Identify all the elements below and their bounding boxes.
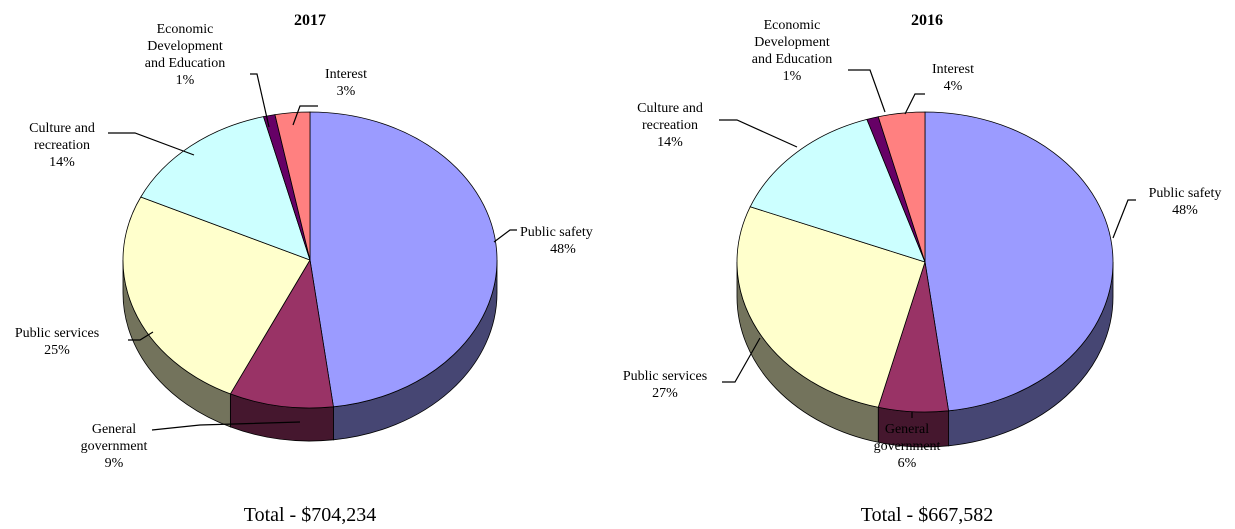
- category-label-general-government: General: [92, 422, 136, 437]
- leader-line-culture-and-recreation: [108, 132, 195, 156]
- category-label-public-safety: Public safety: [520, 225, 593, 240]
- slice-public-safety: [309, 111, 498, 408]
- slice-public-services: [736, 206, 926, 408]
- category-label-culture-and-recreation: recreation: [642, 118, 698, 133]
- data-label-culture-and-recreation: 14%: [657, 135, 683, 150]
- pie-callouts: Public safety 48% General government 6% Publi…: [623, 18, 1222, 471]
- slice-general-government: [229, 258, 334, 409]
- category-label-economic-development-and-education: and Education: [145, 56, 225, 71]
- data-label-interest: 4%: [944, 79, 963, 94]
- data-label-public-safety: 48%: [550, 242, 576, 257]
- leader-line-public-safety: [1112, 199, 1136, 239]
- leader-line-economic-development-and-education: [250, 73, 270, 128]
- pie-callouts: Public safety 48% General government 9% Publi…: [15, 22, 593, 471]
- leader-line-general-government: [151, 421, 301, 431]
- data-label-culture-and-recreation: 14%: [49, 155, 75, 170]
- total-label: Total - $704,234: [244, 504, 376, 526]
- total-label: Total - $667,582: [861, 504, 993, 526]
- pie-slices: [736, 111, 1114, 448]
- leader-line-public-services: [722, 337, 761, 383]
- category-label-culture-and-recreation: recreation: [34, 138, 90, 153]
- category-label-interest: Interest: [932, 62, 974, 77]
- data-label-general-government: 6%: [898, 456, 917, 471]
- chart-title: 2017: [294, 12, 326, 29]
- slice-interest: [274, 111, 311, 261]
- chart-title: 2016: [911, 12, 943, 29]
- data-label-economic-development-and-education: 1%: [783, 69, 802, 84]
- leader-line-public-services: [128, 331, 154, 341]
- chart-2017: 2017 Public safety 48% General government 9%…: [15, 12, 593, 526]
- data-label-interest: 3%: [337, 84, 356, 99]
- category-label-public-services: Public services: [15, 326, 99, 341]
- category-label-economic-development-and-education: Economic: [764, 18, 821, 33]
- slice-public-safety: [924, 111, 1114, 412]
- slice-culture-and-recreation: [140, 116, 311, 261]
- category-label-interest: Interest: [325, 67, 367, 82]
- category-label-economic-development-and-education: Development: [754, 35, 830, 50]
- category-label-culture-and-recreation: Culture and: [29, 121, 95, 136]
- leader-line-culture-and-recreation: [719, 119, 798, 148]
- category-label-economic-development-and-education: Economic: [157, 22, 214, 37]
- data-label-public-safety: 48%: [1172, 203, 1198, 218]
- category-label-economic-development-and-education: and Education: [752, 52, 832, 67]
- data-label-general-government: 9%: [105, 456, 124, 471]
- category-label-public-services: Public services: [623, 369, 707, 384]
- chart-2016: 2016 Public safety 48% General government 6%…: [623, 12, 1222, 526]
- category-label-general-government: government: [81, 439, 148, 454]
- data-label-economic-development-and-education: 1%: [176, 73, 195, 88]
- leader-line-interest: [904, 93, 925, 115]
- data-label-public-services: 25%: [44, 343, 70, 358]
- category-label-public-safety: Public safety: [1149, 186, 1222, 201]
- data-label-public-services: 27%: [652, 386, 678, 401]
- category-label-general-government: government: [874, 439, 941, 454]
- leader-line-public-safety: [493, 229, 517, 243]
- slice-public-services: [122, 196, 311, 395]
- pie-slices: [122, 111, 498, 442]
- leader-line-interest: [292, 105, 318, 126]
- category-label-general-government: General: [885, 422, 929, 437]
- slice-interest: [877, 111, 926, 263]
- category-label-economic-development-and-education: Development: [147, 39, 223, 54]
- leader-line-economic-development-and-education: [848, 69, 886, 113]
- category-label-culture-and-recreation: Culture and: [637, 101, 703, 116]
